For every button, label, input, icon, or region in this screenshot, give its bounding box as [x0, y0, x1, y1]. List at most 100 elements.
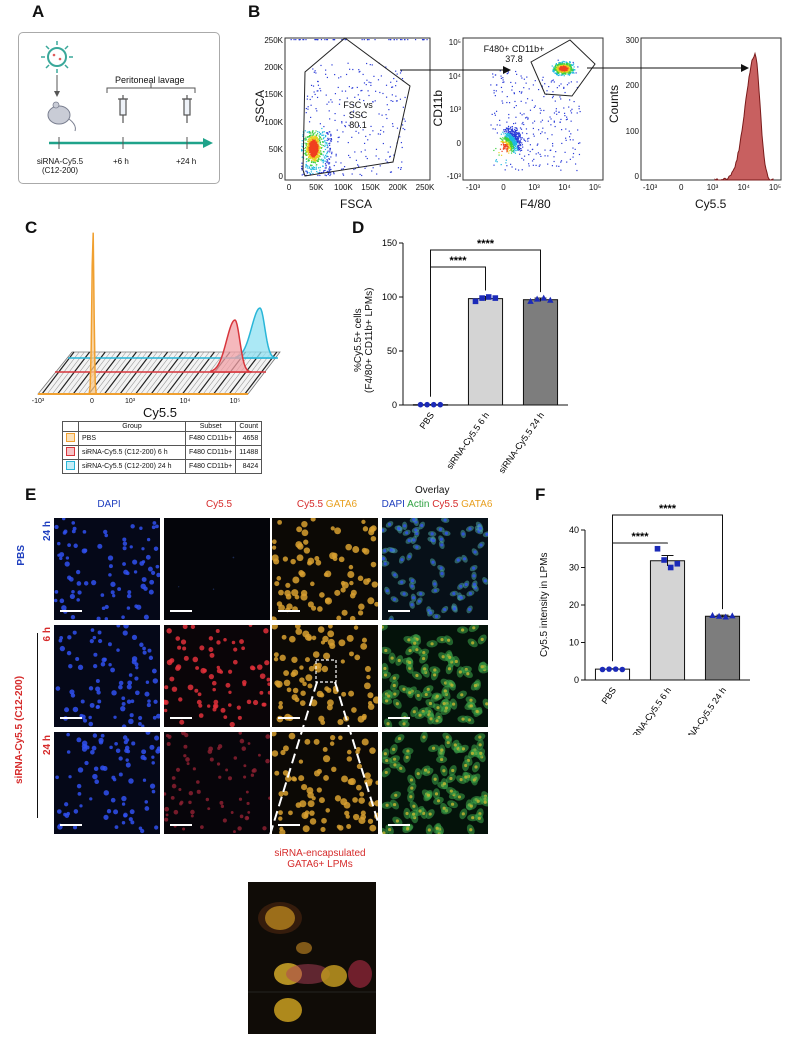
column-header-part: Cy5.5: [296, 499, 326, 510]
zoom-caption-line1: siRNA-encapsulated: [274, 848, 366, 859]
data-point: [709, 612, 716, 618]
cy55-tick-label: -10³: [642, 183, 658, 192]
data-point: [479, 295, 485, 301]
flow-cytometry-panels: SSCA FSCA FSC vs SSC 80.1 0 50K 100K 150K 20…: [245, 30, 785, 215]
cd11b-tick-label: 0: [456, 138, 461, 148]
bar: [704, 615, 741, 681]
ssca-tick-label: 50K: [268, 144, 283, 154]
zoom-caption: siRNA-encapsulated GATA6+ LPMs: [245, 848, 395, 870]
data-point: [599, 666, 606, 673]
legend-group: PBS: [78, 431, 186, 446]
legend-swatch-6h: [62, 445, 79, 460]
micrograph-cy55-gata6: [272, 518, 378, 620]
f480-tick-label: 10⁵: [588, 183, 602, 192]
microscopy-panel: Overlay DAPI Cy5.5 Cy5.5 GATA6 DAPI Actin C…: [14, 485, 540, 1042]
data-point: [527, 297, 534, 304]
scale-bar: [388, 610, 410, 612]
syringe-icon-6h: [118, 95, 128, 123]
data-point: [485, 294, 492, 300]
fsca-tick-label: 150K: [361, 183, 380, 192]
micrograph-cy55-gata6: [272, 732, 378, 834]
d-y-axis-label: %Cy5.5+ cells (F4/80+ CD11b+ LPMs): [353, 265, 375, 415]
fsca-tick-label: 200K: [388, 183, 408, 192]
scale-bar: [60, 824, 82, 826]
category-label: siRNA-Cy5.5 24 h: [497, 410, 547, 475]
row-time-label: 24 h: [42, 521, 53, 542]
y-tick-label: 20: [569, 600, 579, 610]
data-point: [619, 666, 626, 673]
significance-bracket: [612, 514, 723, 662]
column-header-part: DAPI: [97, 499, 121, 510]
significance-label: ****: [477, 238, 495, 250]
gate-f480-cd11b: [530, 39, 596, 97]
cy55-tick-label: 10³: [124, 398, 136, 405]
legend-group: siRNA-Cy5.5 (C12-200) 24 h: [78, 459, 186, 474]
significance-label: ****: [659, 503, 677, 515]
row-time-label: 6 h: [42, 627, 53, 642]
sirna-label: siRNA-Cy5.5 (C12-200): [25, 157, 95, 175]
cy55-tick-label: -10³: [31, 398, 45, 405]
column-header: Cy5.5 GATA6: [262, 499, 392, 510]
cd11b-tick-label: 10⁴: [448, 71, 461, 81]
f480-tick-label: 0: [501, 183, 506, 192]
micrograph-cy55: [164, 732, 270, 834]
group-label-pbs: PBS: [16, 545, 27, 566]
legend-header-group: Group: [78, 421, 186, 432]
y-tick-label: 50: [387, 346, 397, 356]
nanoparticle-icon: [41, 41, 73, 73]
data-point: [729, 612, 736, 619]
category-label: PBS: [418, 410, 437, 430]
legend-header-subset: Subset: [184, 421, 237, 432]
y-tick-label: 0: [574, 675, 579, 685]
ssca-tick-label: 250K: [264, 36, 283, 45]
mouse-icon: [47, 101, 76, 132]
scale-bar: [278, 717, 300, 719]
micrograph-dapi: [54, 732, 160, 834]
data-point: [674, 560, 681, 567]
category-label: siRNA-Cy5.5 6 h: [444, 410, 491, 471]
legend-subset: F480 CD11b+: [184, 459, 237, 474]
legend-count: 11488: [235, 445, 263, 460]
ssca-tick-label: 200K: [264, 63, 283, 73]
counts-tick-label: 100: [625, 126, 639, 136]
column-header: DAPI Actin Cy5.5 GATA6: [372, 499, 502, 510]
scale-bar: [170, 824, 192, 826]
group-bracket: [37, 633, 38, 818]
column-header: Cy5.5: [154, 499, 284, 510]
zoom-caption-line2: GATA6+ LPMs: [287, 859, 353, 870]
data-point: [533, 295, 541, 302]
significance-bracket: [430, 249, 541, 397]
significance-label: ****: [449, 255, 467, 267]
column-header-part: GATA6: [461, 499, 493, 510]
significance-label: ****: [631, 531, 649, 543]
y-tick-label: 40: [569, 525, 579, 535]
legend-swatch-pbs: [62, 431, 79, 446]
data-point: [492, 295, 499, 301]
time-6h-label: +6 h: [113, 157, 129, 166]
peritoneal-lavage-label: Peritoneal lavage: [115, 75, 185, 85]
zoom-image: [248, 882, 376, 1034]
trace-6h: [210, 319, 252, 373]
group-label-sirna: siRNA-Cy5.5 (C12-200): [14, 645, 44, 815]
counts-tick-label: 200: [625, 81, 639, 91]
category-label: siRNA-Cy5.5 6 h: [626, 685, 673, 735]
legend-count: 8424: [235, 459, 263, 474]
legend-swatch-24h: [62, 459, 79, 474]
panel-label-f: F: [535, 485, 546, 504]
bar: [522, 299, 559, 406]
data-point: [417, 401, 424, 408]
cy55-axis-label: Cy5.5: [695, 197, 727, 211]
data-point: [424, 401, 430, 408]
bar: [467, 298, 504, 406]
f480-tick-label: -10³: [465, 183, 481, 192]
fsca-axis-label: FSCA: [340, 197, 373, 211]
legend-subset: F480 CD11b+: [184, 431, 237, 446]
cd11b-tick-label: 10⁵: [448, 38, 461, 47]
fsca-tick-label: 250K: [415, 183, 435, 192]
micrograph-overlay: [382, 518, 488, 620]
panel-label-e: E: [25, 485, 37, 504]
data-point: [430, 401, 437, 408]
f480-axis-label: F4/80: [520, 197, 551, 211]
f-y-axis-label: Cy5.5 intensity in LPMs: [539, 552, 550, 658]
overlay-legend-table: Group Subset Count PBS F480 CD11b+ 4658 …: [62, 421, 263, 474]
